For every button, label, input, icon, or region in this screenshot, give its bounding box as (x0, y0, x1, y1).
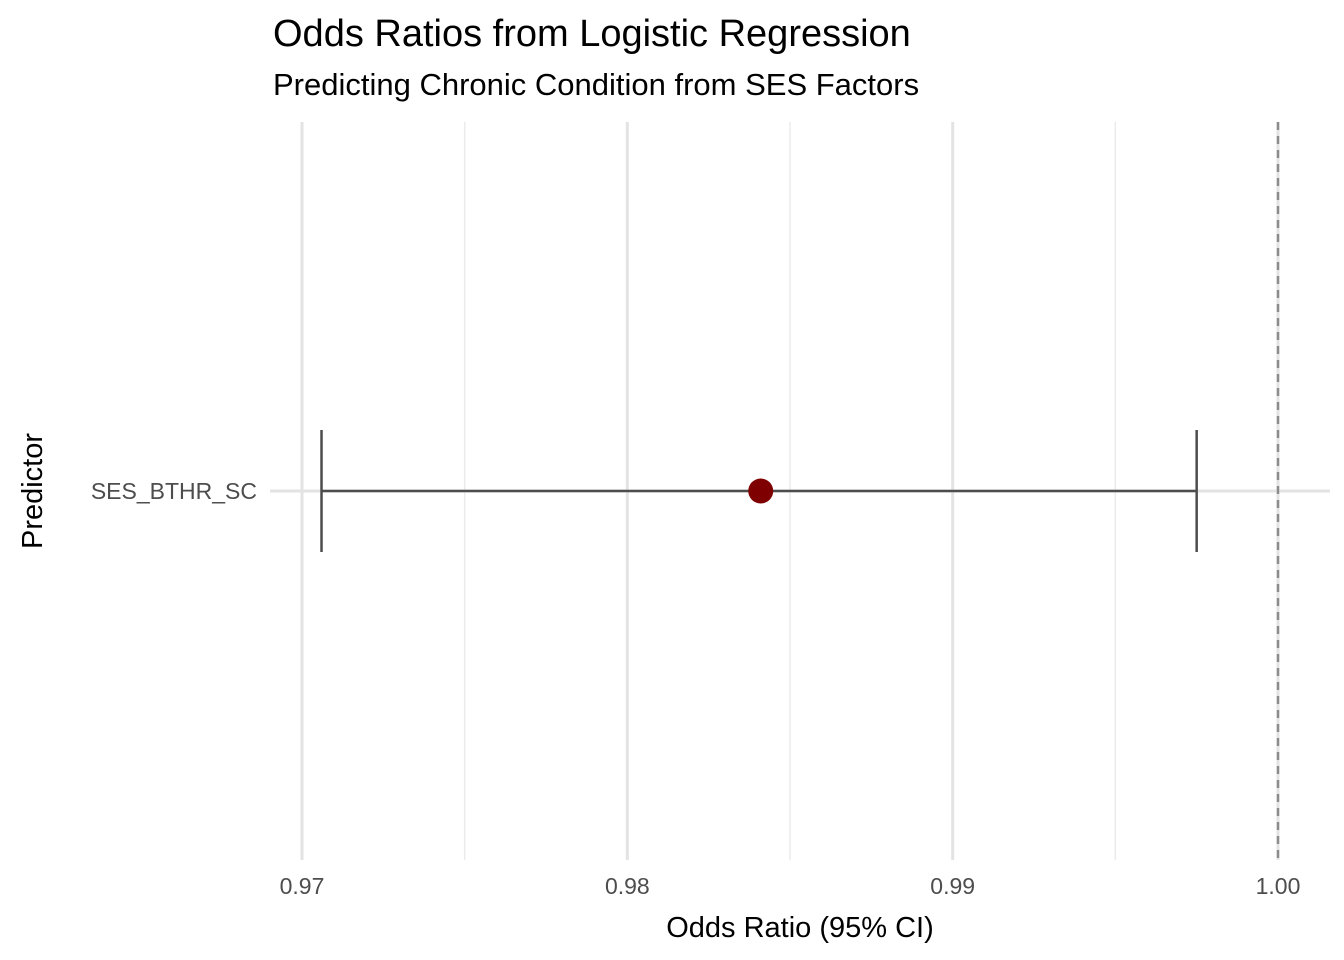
x-tick-label: 0.99 (930, 873, 975, 899)
chart-subtitle: Predicting Chronic Condition from SES Fa… (273, 67, 920, 102)
x-axis-title: Odds Ratio (95% CI) (666, 912, 934, 944)
odds-ratio-point (748, 478, 774, 504)
x-tick-label: 0.97 (280, 873, 325, 899)
y-tick-label: SES_BTHR_SC (91, 478, 257, 504)
x-tick-label: 1.00 (1256, 873, 1301, 899)
x-tick-labels: 0.97 0.98 0.99 1.00 (280, 873, 1301, 899)
points-group (748, 478, 774, 504)
y-tick-labels: SES_BTHR_SC (91, 478, 257, 504)
x-tick-label: 0.98 (605, 873, 650, 899)
chart-title: Odds Ratios from Logistic Regression (273, 13, 911, 55)
y-axis-title: Predictor (17, 433, 49, 549)
